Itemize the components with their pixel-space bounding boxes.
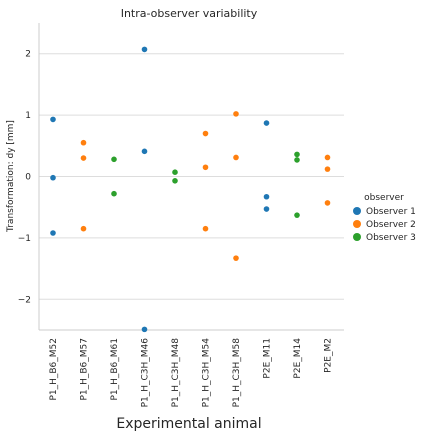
x-tick-label: P1_H_C3H_M58 bbox=[232, 338, 242, 408]
data-point bbox=[233, 255, 239, 261]
data-point bbox=[202, 130, 209, 137]
data-point bbox=[80, 225, 87, 232]
legend-marker bbox=[353, 207, 361, 215]
y-tick-label: 0 bbox=[25, 173, 31, 183]
data-point bbox=[263, 206, 270, 212]
data-point bbox=[80, 155, 87, 161]
legend-marker bbox=[353, 220, 361, 228]
data-point bbox=[172, 169, 178, 176]
y-tick-label: 2 bbox=[25, 50, 31, 60]
data-point bbox=[294, 157, 300, 163]
x-tick-label: P2E_M14 bbox=[293, 338, 303, 379]
y-tick-label: −1 bbox=[18, 234, 31, 244]
y-tick-label: 1 bbox=[25, 111, 31, 121]
data-point bbox=[141, 46, 148, 53]
axes bbox=[38, 23, 344, 331]
data-point bbox=[50, 230, 56, 236]
chart-title: Intra-observer variability bbox=[121, 7, 258, 20]
data-point bbox=[202, 164, 209, 171]
legend-label: Observer 2 bbox=[366, 220, 416, 230]
x-tick-label: P2E_M11 bbox=[263, 338, 273, 379]
data-point bbox=[263, 120, 270, 126]
legend-marker bbox=[353, 233, 361, 241]
legend-label: Observer 1 bbox=[366, 207, 416, 217]
legend: observer Observer 1 Observer 2 Observer 3 bbox=[353, 193, 416, 243]
data-point bbox=[324, 166, 331, 172]
data-points bbox=[50, 46, 331, 333]
x-tick-label: P1_H_B6_M57 bbox=[80, 338, 90, 401]
x-tick-label: P1_H_C3H_M46 bbox=[141, 338, 151, 408]
labels: Intra-observer variability Experimental … bbox=[6, 7, 334, 432]
data-point bbox=[141, 326, 148, 333]
y-tick-label: −2 bbox=[18, 295, 31, 305]
grid bbox=[39, 53, 344, 300]
x-tick-label: P1_H_B6_M61 bbox=[110, 338, 120, 401]
legend-title: observer bbox=[364, 193, 404, 203]
data-point bbox=[294, 212, 300, 218]
data-point bbox=[141, 148, 148, 155]
x-tick-label: P1_H_B6_M52 bbox=[49, 338, 59, 401]
data-point bbox=[233, 111, 239, 117]
data-point bbox=[50, 116, 56, 123]
x-tick-label: P2E_M2 bbox=[324, 338, 334, 373]
data-point bbox=[50, 174, 56, 181]
x-tick-label: P1_H_C3H_M48 bbox=[171, 338, 181, 408]
x-tick-label: P1_H_C3H_M54 bbox=[202, 338, 212, 408]
data-point bbox=[233, 154, 239, 161]
data-point bbox=[111, 190, 117, 197]
data-point bbox=[202, 225, 209, 232]
legend-label: Observer 3 bbox=[366, 233, 416, 243]
data-point bbox=[294, 151, 300, 158]
data-point bbox=[80, 139, 87, 146]
data-point bbox=[111, 156, 117, 163]
y-axis-title: Transformation: dy [mm] bbox=[6, 120, 16, 233]
data-point bbox=[263, 193, 270, 200]
data-point bbox=[324, 154, 331, 161]
data-point bbox=[172, 177, 178, 184]
data-point bbox=[324, 200, 331, 206]
x-axis-title: Experimental animal bbox=[116, 416, 261, 432]
